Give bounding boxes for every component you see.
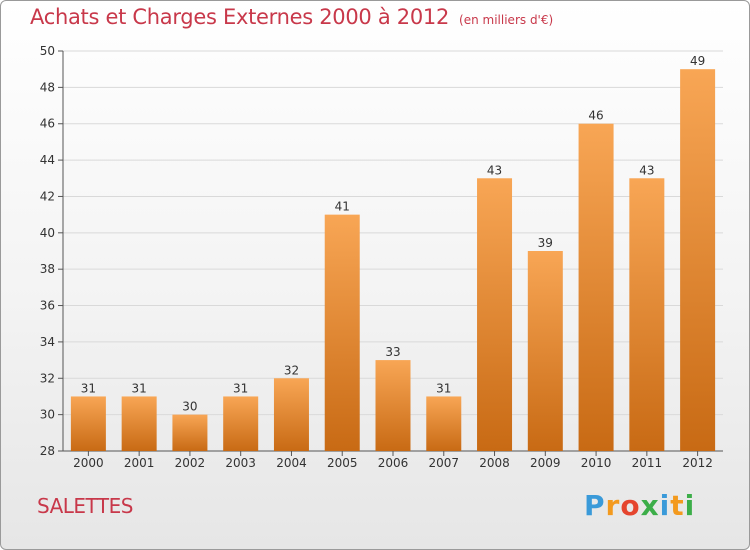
bar [527,251,563,451]
data-label: 32 [284,363,299,377]
bar [629,178,665,452]
data-label: 33 [385,345,400,359]
bar [477,178,513,452]
logo-letter: x [640,489,660,522]
data-label: 46 [588,109,603,123]
data-label: 43 [639,163,654,177]
y-tick-label: 28 [40,444,55,458]
data-label: 41 [335,200,350,214]
x-tick-label: 2006 [378,456,409,470]
data-label: 31 [81,381,96,395]
logo-letter: o [620,489,641,522]
y-tick-label: 36 [40,299,55,313]
y-tick-label: 46 [40,117,55,131]
x-tick-label: 2009 [530,456,561,470]
data-label: 31 [132,381,147,395]
bar [426,396,462,451]
logo-letter: i [684,489,696,522]
x-tick-label: 2008 [479,456,510,470]
data-label: 43 [487,163,502,177]
y-tick-label: 50 [40,44,55,58]
bar [680,69,716,451]
data-label: 39 [538,236,553,250]
x-tick-label: 2011 [632,456,663,470]
data-label: 49 [690,54,705,68]
logo-letter: P [584,489,606,522]
x-tick-label: 2003 [225,456,256,470]
data-label: 30 [182,400,197,414]
logo-letter: t [670,489,685,522]
title-row: Achats et Charges Externes 2000 à 2012 (e… [30,5,553,29]
data-label: 31 [436,381,451,395]
bar [578,123,614,452]
y-tick-label: 32 [40,371,55,385]
x-tick-label: 2004 [276,456,307,470]
y-tick-label: 30 [40,408,55,422]
y-tick-label: 38 [40,262,55,276]
bar [375,360,411,451]
chart-title: Achats et Charges Externes 2000 à 2012 [30,5,450,29]
x-tick-label: 2010 [581,456,612,470]
y-tick-label: 44 [40,153,55,167]
bar [70,396,106,451]
x-tick-label: 2005 [327,456,358,470]
bar [121,396,157,451]
bar [172,414,208,451]
x-tick-label: 2000 [73,456,104,470]
logo-letter: i [659,489,671,522]
y-tick-label: 40 [40,226,55,240]
y-tick-label: 42 [40,189,55,203]
data-label: 31 [233,381,248,395]
bar [324,214,360,451]
x-tick-label: 2012 [682,456,713,470]
bar [223,396,259,451]
x-tick-label: 2002 [175,456,206,470]
y-tick-label: 48 [40,80,55,94]
chart-subtitle: (en milliers d'€) [459,13,554,27]
proxiti-logo: Proxiti [584,489,695,522]
y-tick-label: 34 [40,335,55,349]
x-tick-label: 2001 [124,456,155,470]
logo-letter: r [605,489,621,522]
bar [273,378,309,451]
commune-name: SALETTES [37,494,133,518]
x-tick-label: 2007 [428,456,459,470]
